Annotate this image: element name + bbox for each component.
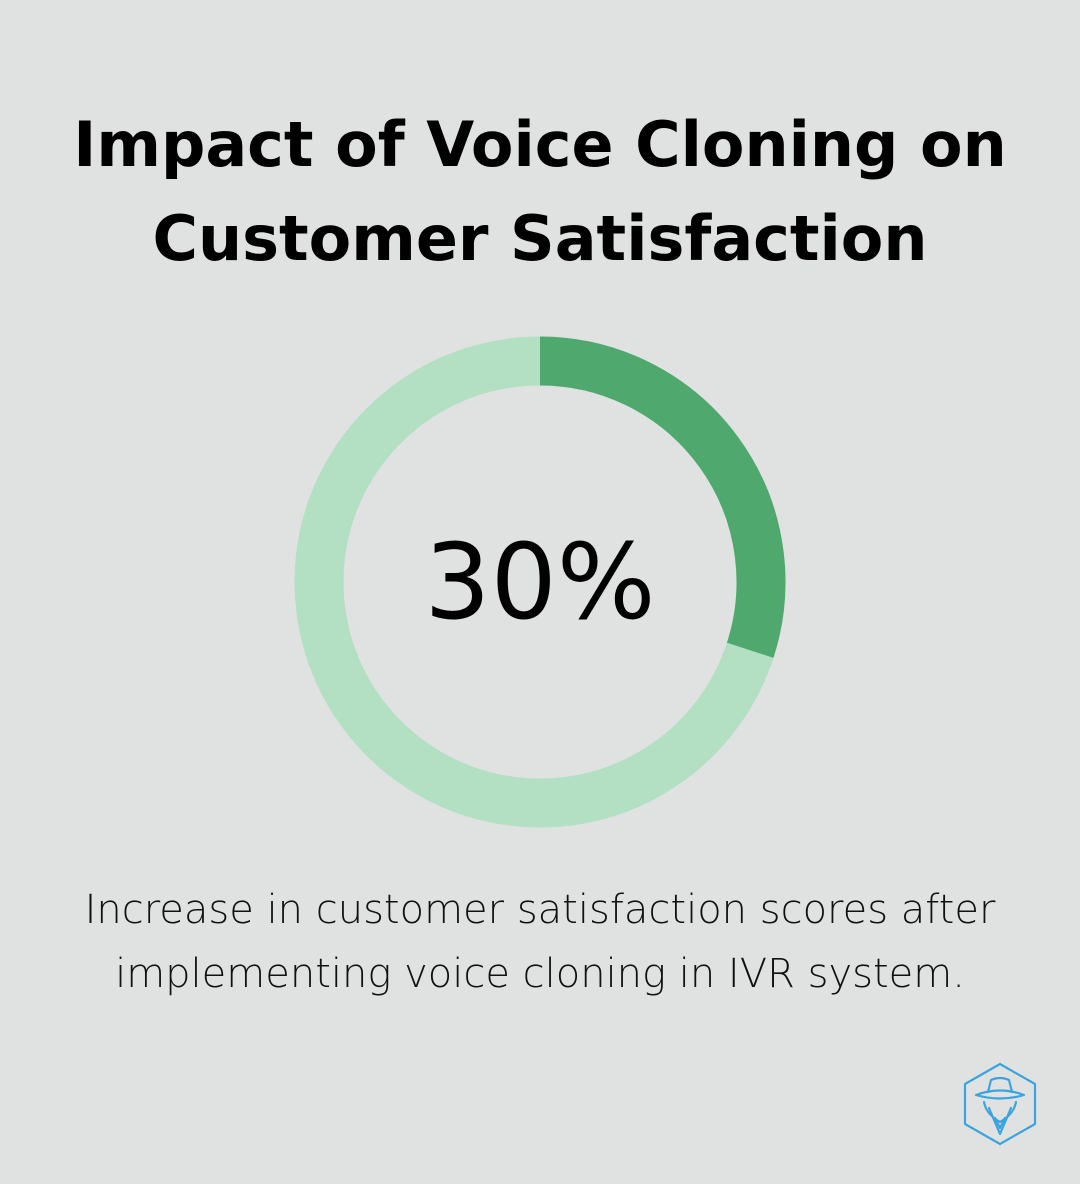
brand-logo-icon [963,1062,1037,1146]
caption-line-2: implementing voice cloning in IVR system… [115,951,965,997]
donut-slice-remainder [294,336,774,828]
chart-title-line-2: Customer Satisfaction [152,202,928,275]
chart-caption: Increase in customer satisfaction scores… [0,878,1080,1006]
chart-title: Impact of Voice Cloning on Customer Sati… [0,98,1080,286]
donut-slice-highlight [539,336,786,658]
chart-title-line-1: Impact of Voice Cloning on [73,108,1007,181]
center-value-label: 30% [424,521,656,643]
caption-line-1: Increase in customer satisfaction scores… [84,887,996,933]
